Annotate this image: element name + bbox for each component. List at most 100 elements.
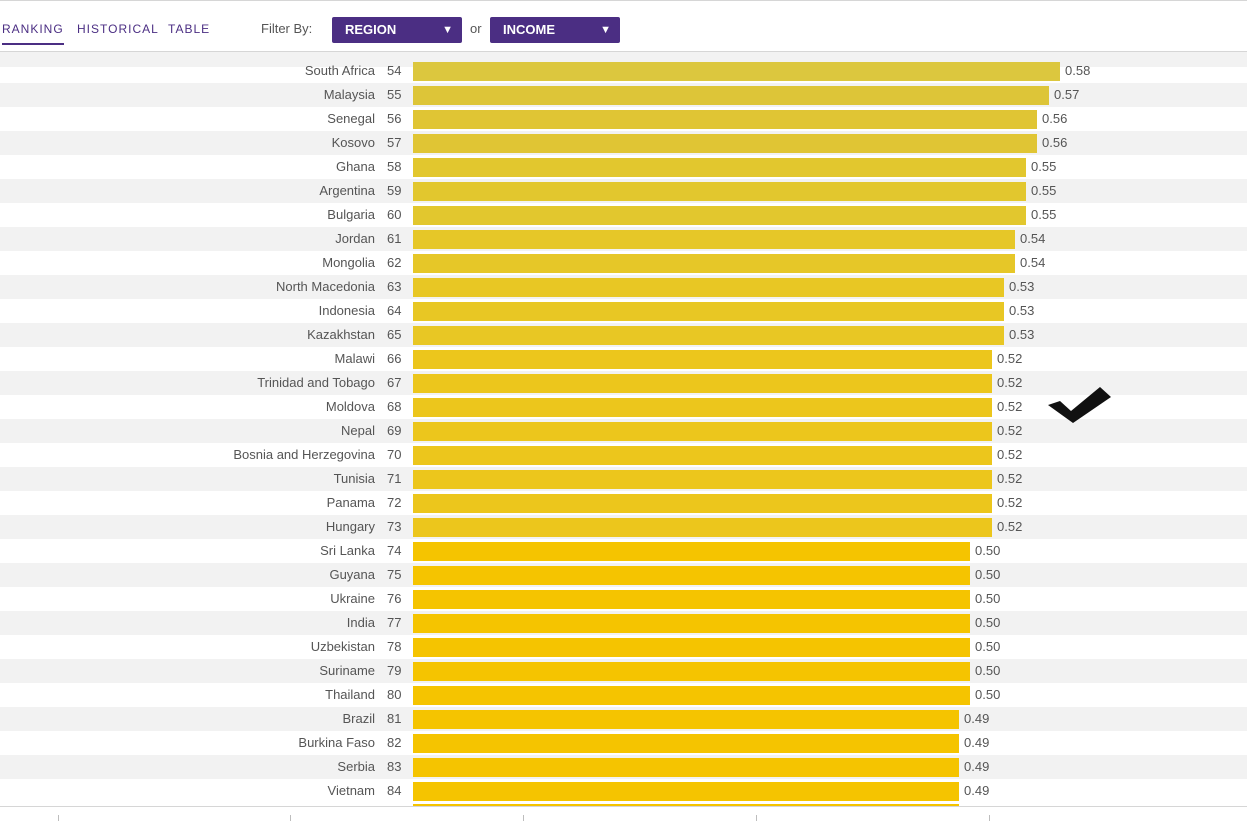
value-label: 0.50 xyxy=(975,591,1001,606)
x-axis-tick xyxy=(290,815,291,821)
income-select[interactable]: INCOME ▼ xyxy=(490,17,620,43)
value-bar[interactable] xyxy=(413,230,1015,249)
rank-label: 57 xyxy=(387,135,402,150)
dropdown-arrow-icon: ▼ xyxy=(442,24,453,36)
partial-row-bottom xyxy=(0,804,1247,807)
chart-row: Brazil 81 0.49 xyxy=(0,707,1247,731)
rank-label: 80 xyxy=(387,687,402,702)
value-label: 0.50 xyxy=(975,543,1001,558)
x-axis-line xyxy=(0,806,1247,807)
country-label: Vietnam xyxy=(327,783,375,798)
value-bar[interactable] xyxy=(413,422,992,441)
chart-row: Thailand 80 0.50 xyxy=(0,683,1247,707)
value-bar[interactable] xyxy=(413,518,992,537)
value-bar[interactable] xyxy=(413,326,1004,345)
value-label: 0.55 xyxy=(1031,183,1057,198)
value-bar[interactable] xyxy=(413,710,959,729)
value-bar[interactable] xyxy=(413,638,970,657)
rank-label: 82 xyxy=(387,735,402,750)
country-label: Malaysia xyxy=(323,87,375,102)
rank-label: 61 xyxy=(387,231,402,246)
chart-row: Tunisia 71 0.52 xyxy=(0,467,1247,491)
value-bar[interactable] xyxy=(413,182,1026,201)
value-label: 0.53 xyxy=(1009,327,1035,342)
rank-label: 78 xyxy=(387,639,402,654)
rank-label: 55 xyxy=(387,87,402,102)
value-bar[interactable] xyxy=(413,566,970,585)
rank-label: 54 xyxy=(387,63,402,78)
rank-label: 71 xyxy=(387,471,402,486)
country-label: Jordan xyxy=(335,231,375,246)
rank-label: 72 xyxy=(387,495,402,510)
rank-label: 70 xyxy=(387,447,402,462)
value-label: 0.53 xyxy=(1009,279,1035,294)
rank-label: 83 xyxy=(387,759,402,774)
value-label: 0.52 xyxy=(997,351,1023,366)
rank-label: 56 xyxy=(387,111,402,126)
value-label: 0.52 xyxy=(997,471,1023,486)
value-bar[interactable] xyxy=(413,446,992,465)
value-bar[interactable] xyxy=(413,470,992,489)
value-bar[interactable] xyxy=(413,494,992,513)
chart-row: Argentina 59 0.55 xyxy=(0,179,1247,203)
income-select-label: INCOME xyxy=(503,22,555,37)
value-label: 0.52 xyxy=(997,519,1023,534)
value-label: 0.50 xyxy=(975,663,1001,678)
rank-label: 84 xyxy=(387,783,402,798)
country-label: Guyana xyxy=(329,567,375,582)
value-bar[interactable] xyxy=(413,206,1026,225)
tab-ranking[interactable]: RANKING xyxy=(2,21,64,45)
value-bar[interactable] xyxy=(413,734,959,753)
chart-row: Malawi 66 0.52 xyxy=(0,347,1247,371)
value-bar[interactable] xyxy=(413,758,959,777)
value-bar[interactable] xyxy=(413,62,1060,81)
chart-row: Serbia 83 0.49 xyxy=(0,755,1247,779)
chart-row: Moldova 68 0.52 xyxy=(0,395,1247,419)
tab-table[interactable]: TABLE xyxy=(168,22,211,36)
value-bar[interactable] xyxy=(413,350,992,369)
value-bar[interactable] xyxy=(413,398,992,417)
tab-historical[interactable]: HISTORICAL xyxy=(77,22,159,36)
value-bar[interactable] xyxy=(413,782,959,801)
rank-label: 63 xyxy=(387,279,402,294)
country-label: Bulgaria xyxy=(327,207,375,222)
value-bar[interactable] xyxy=(413,134,1037,153)
chart-row: Trinidad and Tobago 67 0.52 xyxy=(0,371,1247,395)
value-bar[interactable] xyxy=(413,110,1037,129)
value-label: 0.52 xyxy=(997,375,1023,390)
value-bar[interactable] xyxy=(413,374,992,393)
country-label: Nepal xyxy=(341,423,375,438)
chart-row: Jordan 61 0.54 xyxy=(0,227,1247,251)
country-label: North Macedonia xyxy=(276,279,375,294)
rank-label: 81 xyxy=(387,711,402,726)
country-label: Moldova xyxy=(325,399,375,414)
value-label: 0.55 xyxy=(1031,207,1057,222)
rank-label: 64 xyxy=(387,303,402,318)
chart-row: Indonesia 64 0.53 xyxy=(0,299,1247,323)
value-bar[interactable] xyxy=(413,590,970,609)
chart-row: Hungary 73 0.52 xyxy=(0,515,1247,539)
region-select[interactable]: REGION ▼ xyxy=(332,17,462,43)
chart-row: South Africa 54 0.58 xyxy=(0,59,1247,83)
chart-row: Ukraine 76 0.50 xyxy=(0,587,1247,611)
value-bar[interactable] xyxy=(413,542,970,561)
value-bar[interactable] xyxy=(413,158,1026,177)
value-bar[interactable] xyxy=(413,662,970,681)
value-bar[interactable] xyxy=(413,278,1004,297)
chart-row: Mongolia 62 0.54 xyxy=(0,251,1247,275)
country-label: Kosovo xyxy=(331,135,375,150)
chart-row: Sri Lanka 74 0.50 xyxy=(0,539,1247,563)
value-label: 0.49 xyxy=(964,783,990,798)
value-bar[interactable] xyxy=(413,614,970,633)
country-label: Malawi xyxy=(334,351,375,366)
value-bar[interactable] xyxy=(413,86,1049,105)
country-label: India xyxy=(346,615,375,630)
rank-label: 60 xyxy=(387,207,402,222)
value-bar[interactable] xyxy=(413,254,1015,273)
checkmark-icon xyxy=(1048,387,1111,423)
country-label: Uzbekistan xyxy=(310,639,375,654)
value-bar[interactable] xyxy=(413,686,970,705)
value-bar[interactable] xyxy=(413,302,1004,321)
rank-label: 62 xyxy=(387,255,402,270)
country-label: Thailand xyxy=(325,687,375,702)
